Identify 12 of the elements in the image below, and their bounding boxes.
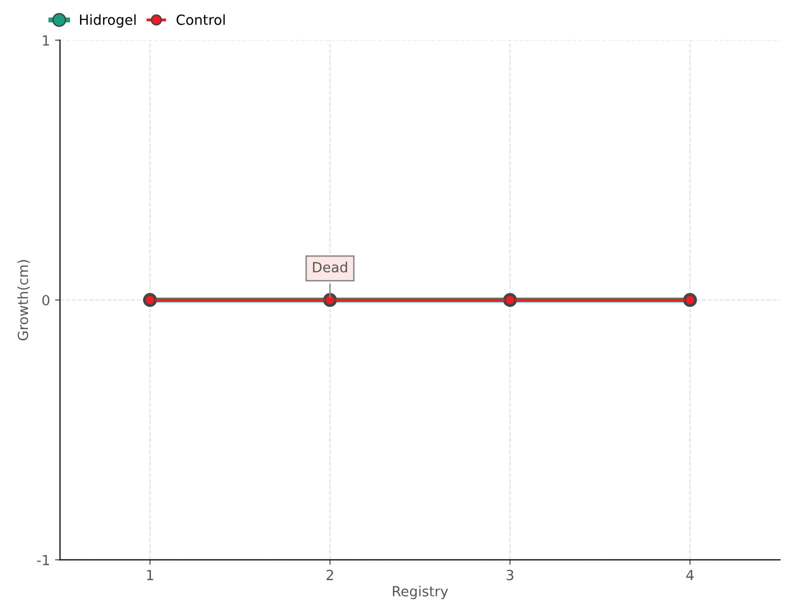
y-tick-label: 1 (42, 35, 49, 46)
y-tick-label: -1 (37, 554, 49, 566)
x-tick-label: 3 (506, 570, 514, 580)
x-tick-label: 2 (326, 570, 334, 580)
x-tick-label: 4 (686, 570, 694, 580)
y-tick-label: 0 (42, 294, 50, 306)
legend-label: Control (176, 14, 225, 26)
x-tick-label: 1 (147, 570, 154, 580)
y-axis-title: Growth(cm) (17, 260, 30, 340)
legend-label: Hidrogel (80, 14, 136, 28)
x-axis-title: Registry (392, 586, 448, 600)
annotation: Dead (313, 262, 348, 272)
